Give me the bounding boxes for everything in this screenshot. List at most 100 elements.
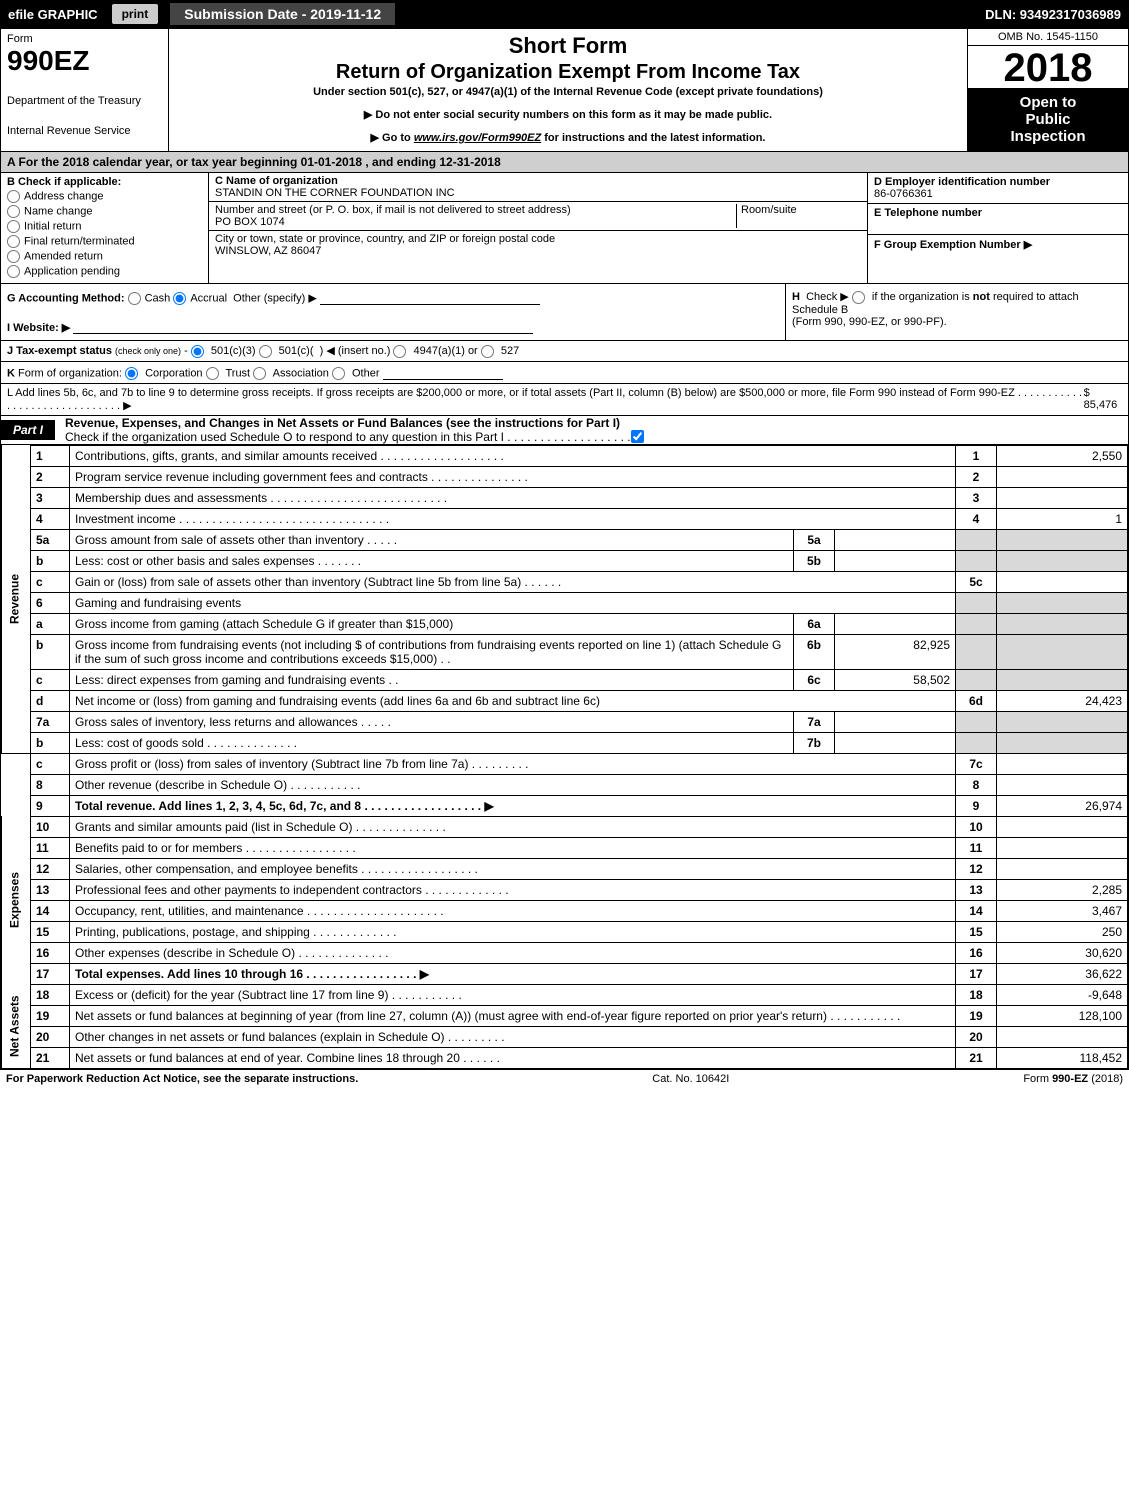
footer-center: Cat. No. 10642I [652, 1073, 729, 1085]
form-header: Form 990EZ Department of the Treasury In… [1, 29, 1128, 152]
line-21: 21Net assets or fund balances at end of … [2, 1047, 1128, 1068]
g-accrual-radio[interactable] [173, 292, 186, 305]
col-def: D Employer identification number 86-0766… [867, 173, 1128, 283]
top-toolbar: efile GRAPHIC print Submission Date - 20… [0, 0, 1129, 28]
line-2: 2Program service revenue including gover… [2, 466, 1128, 487]
cb-application-pending[interactable]: Application pending [7, 265, 202, 278]
lines-table: Revenue 1 Contributions, gifts, grants, … [1, 445, 1128, 1069]
part1-checkbox[interactable] [631, 430, 644, 443]
print-button[interactable]: print [112, 4, 159, 24]
dln-label: DLN: 93492317036989 [985, 7, 1129, 22]
b-title: B Check if applicable: [7, 176, 202, 188]
h-block: H Check ▶ if the organization is not req… [785, 284, 1128, 340]
l-text: L Add lines 5b, 6c, and 7b to line 9 to … [7, 387, 1084, 412]
c-name-label: C Name of organization [215, 175, 338, 187]
line-6c: cLess: direct expenses from gaming and f… [2, 669, 1128, 690]
line-14: 14Occupancy, rent, utilities, and mainte… [2, 900, 1128, 921]
submission-date: Submission Date - 2019-11-12 [170, 3, 395, 25]
row-j: J Tax-exempt status (check only one) - 5… [1, 341, 1128, 362]
open-line1: Open to [968, 94, 1128, 111]
header-left: Form 990EZ Department of the Treasury In… [1, 29, 169, 151]
k-assoc-radio[interactable] [253, 367, 266, 380]
k-trust-radio[interactable] [206, 367, 219, 380]
j-4947-radio[interactable] [393, 345, 406, 358]
cb-amended-return[interactable]: Amended return [7, 250, 202, 263]
return-title: Return of Organization Exempt From Incom… [177, 61, 959, 84]
irs-link[interactable]: www.irs.gov/Form990EZ [414, 132, 541, 144]
under-section: Under section 501(c), 527, or 4947(a)(1)… [177, 86, 959, 98]
j-527-radio[interactable] [481, 345, 494, 358]
k-corp-radio[interactable] [125, 367, 138, 380]
d-ein: D Employer identification number 86-0766… [868, 173, 1128, 204]
line-6a: aGross income from gaming (attach Schedu… [2, 613, 1128, 634]
line-19: 19Net assets or fund balances at beginni… [2, 1005, 1128, 1026]
c-city-label: City or town, state or province, country… [215, 233, 555, 245]
tax-year: 2018 [968, 46, 1128, 88]
line-20: 20Other changes in net assets or fund ba… [2, 1026, 1128, 1047]
goto-post: for instructions and the latest informat… [541, 132, 765, 144]
part1-check: Check if the organization used Schedule … [65, 430, 631, 444]
c-street-label: Number and street (or P. O. box, if mail… [215, 204, 571, 216]
line-4: 4Investment income . . . . . . . . . . .… [2, 508, 1128, 529]
row-l: L Add lines 5b, 6c, and 7b to line 9 to … [1, 384, 1128, 416]
k-other-line [383, 365, 503, 380]
g-other-line [320, 290, 540, 305]
line-1: Revenue 1 Contributions, gifts, grants, … [2, 445, 1128, 466]
d-ein-label: D Employer identification number [874, 176, 1050, 188]
open-to-public: Open to Public Inspection [968, 88, 1128, 151]
row-a-taxyear: A For the 2018 calendar year, or tax yea… [1, 152, 1128, 173]
cb-address-change[interactable]: Address change [7, 190, 202, 203]
line-5c: cGain or (loss) from sale of assets othe… [2, 571, 1128, 592]
c-roomsuite: Room/suite [736, 204, 861, 228]
footer-left: For Paperwork Reduction Act Notice, see … [6, 1073, 358, 1085]
dept-treasury: Department of the Treasury [7, 95, 162, 107]
i-website-line [73, 319, 533, 334]
efile-label: efile GRAPHIC [0, 7, 106, 22]
form-container: Form 990EZ Department of the Treasury In… [0, 28, 1129, 1070]
g-other: Other (specify) ▶ [233, 292, 317, 304]
cb-name-change[interactable]: Name change [7, 205, 202, 218]
form-word: Form [7, 33, 162, 45]
part1-header: Part I Revenue, Expenses, and Changes in… [1, 416, 1128, 445]
line-6: 6Gaming and fundraising events [2, 592, 1128, 613]
open-line2: Public [968, 111, 1128, 128]
g-cash-radio[interactable] [128, 292, 141, 305]
line-5a: 5aGross amount from sale of assets other… [2, 529, 1128, 550]
page-footer: For Paperwork Reduction Act Notice, see … [0, 1070, 1129, 1088]
f-group-exemption: F Group Exemption Number ▶ [868, 235, 1128, 254]
row-k: K Form of organization: Corporation Trus… [1, 362, 1128, 384]
k-other-radio[interactable] [332, 367, 345, 380]
line-7a: 7aGross sales of inventory, less returns… [2, 711, 1128, 732]
f-group-label: F Group Exemption Number ▶ [874, 239, 1032, 251]
line-10: Expenses 10Grants and similar amounts pa… [2, 816, 1128, 837]
g-block: G Accounting Method: Cash Accrual Other … [1, 284, 785, 340]
header-right: OMB No. 1545-1150 2018 Open to Public In… [967, 29, 1128, 151]
omb-number: OMB No. 1545-1150 [968, 29, 1128, 46]
line-9: 9Total revenue. Add lines 1, 2, 3, 4, 5c… [2, 795, 1128, 816]
open-line3: Inspection [968, 128, 1128, 145]
line-17: 17Total expenses. Add lines 10 through 1… [2, 963, 1128, 984]
header-center: Short Form Return of Organization Exempt… [169, 29, 967, 151]
form-number: 990EZ [7, 45, 162, 77]
footer-right: Form 990-EZ (2018) [1023, 1073, 1123, 1085]
h-check-radio[interactable] [852, 291, 865, 304]
g-cash: Cash [145, 292, 171, 304]
cb-final-return[interactable]: Final return/terminated [7, 235, 202, 248]
cb-initial-return[interactable]: Initial return [7, 220, 202, 233]
part1-tab: Part I [1, 420, 55, 440]
c-city-row: City or town, state or province, country… [209, 231, 867, 259]
line-7b: bLess: cost of goods sold . . . . . . . … [2, 732, 1128, 753]
j-501c-radio[interactable] [259, 345, 272, 358]
h-line1: H Check ▶ if the organization is not req… [792, 290, 1122, 316]
line-15: 15Printing, publications, postage, and s… [2, 921, 1128, 942]
row-gh: G Accounting Method: Cash Accrual Other … [1, 284, 1128, 341]
line-8: 8Other revenue (describe in Schedule O) … [2, 774, 1128, 795]
line-6d: dNet income or (loss) from gaming and fu… [2, 690, 1128, 711]
goto-pre: ▶ Go to [371, 132, 414, 144]
c-name-value: STANDIN ON THE CORNER FOUNDATION INC [215, 187, 455, 199]
h-line2: (Form 990, 990-EZ, or 990-PF). [792, 316, 1122, 328]
i-website-label: I Website: ▶ [7, 322, 70, 334]
j-501c3-radio[interactable] [191, 345, 204, 358]
line-12: 12Salaries, other compensation, and empl… [2, 858, 1128, 879]
l-amount: $ 85,476 [1084, 387, 1122, 412]
